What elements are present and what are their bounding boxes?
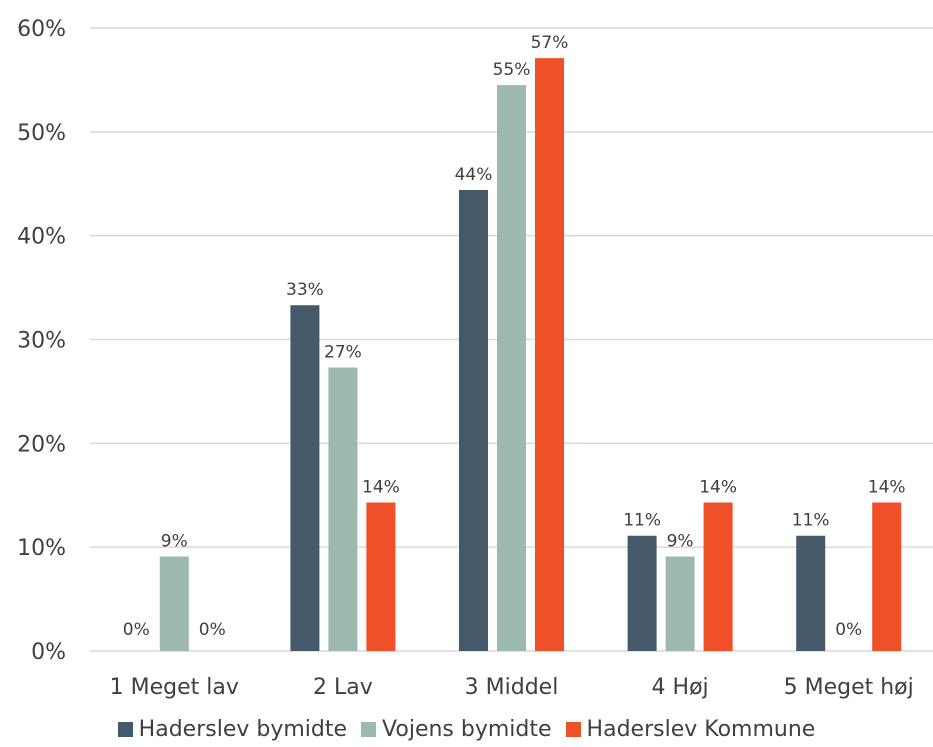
bar bbox=[796, 535, 826, 651]
data-label: 0% bbox=[199, 620, 226, 640]
y-tick-label: 50% bbox=[17, 121, 66, 146]
legend-swatch bbox=[117, 722, 133, 737]
x-category-label: 1 Meget lav bbox=[110, 675, 239, 700]
bar bbox=[159, 556, 189, 651]
bar bbox=[872, 502, 902, 651]
data-label: 57% bbox=[531, 33, 569, 53]
legend-swatch bbox=[565, 722, 581, 737]
bars bbox=[159, 58, 902, 652]
bar bbox=[459, 189, 488, 652]
data-label: 0% bbox=[835, 620, 862, 640]
bar bbox=[290, 305, 320, 651]
bar bbox=[535, 58, 564, 651]
x-axis-categories: 1 Meget lav 2 Lav 3 Middel 4 Høj 5 Meget høj bbox=[110, 675, 914, 700]
data-label: 27% bbox=[324, 343, 362, 363]
bar bbox=[366, 502, 396, 651]
y-tick-label: 10% bbox=[17, 536, 66, 561]
data-label: 14% bbox=[699, 478, 737, 498]
bar bbox=[328, 367, 358, 651]
y-tick-label: 40% bbox=[17, 225, 66, 250]
legend-label: Haderslev bymidte bbox=[138, 717, 348, 742]
y-axis-ticks: 0% 10% 20% 30% 40% 50% 60% bbox=[17, 17, 66, 665]
legend-item-haderslev-kommune: Haderslev Kommune bbox=[565, 717, 816, 742]
x-category-label: 3 Middel bbox=[465, 675, 559, 700]
data-label: 11% bbox=[623, 511, 661, 531]
data-label: 33% bbox=[286, 280, 324, 300]
x-category-label: 4 Høj bbox=[652, 675, 709, 700]
data-label: 14% bbox=[868, 478, 906, 498]
bar-chart: 0% 10% 20% 30% 40% 50% 60% 0% 9% 0% 33% 27% 14% 44% 5… bbox=[17, 17, 933, 700]
x-category-label: 2 Lav bbox=[313, 675, 373, 700]
legend-item-vojens-bymidte: Vojens bymidte bbox=[361, 717, 552, 742]
data-label: 55% bbox=[493, 60, 531, 80]
y-tick-label: 60% bbox=[17, 17, 66, 42]
data-label: 11% bbox=[792, 511, 830, 531]
data-label: 44% bbox=[455, 165, 493, 185]
y-tick-label: 20% bbox=[17, 432, 66, 457]
data-label: 14% bbox=[362, 478, 400, 498]
data-label: 9% bbox=[667, 532, 694, 552]
legend-item-haderslev-bymidte: Haderslev bymidte bbox=[117, 717, 348, 742]
data-labels: 0% 9% 0% 33% 27% 14% 44% 55%57% 11% 9% 14% 11% 0% 14% bbox=[123, 33, 906, 640]
bar bbox=[665, 556, 695, 651]
legend-swatch bbox=[361, 722, 377, 737]
data-label: 0% bbox=[123, 620, 150, 640]
legend-label: Haderslev Kommune bbox=[586, 717, 816, 742]
x-category-label: 5 Meget høj bbox=[784, 675, 914, 700]
y-tick-label: 30% bbox=[17, 329, 66, 354]
y-tick-label: 0% bbox=[31, 640, 66, 665]
legend-label: Vojens bymidte bbox=[382, 717, 552, 742]
bar bbox=[627, 535, 657, 651]
legend: Haderslev bymidte Vojens bymidte Hadersl… bbox=[0, 712, 933, 747]
bar bbox=[703, 502, 733, 651]
bar bbox=[497, 85, 526, 651]
data-label: 9% bbox=[161, 532, 188, 552]
